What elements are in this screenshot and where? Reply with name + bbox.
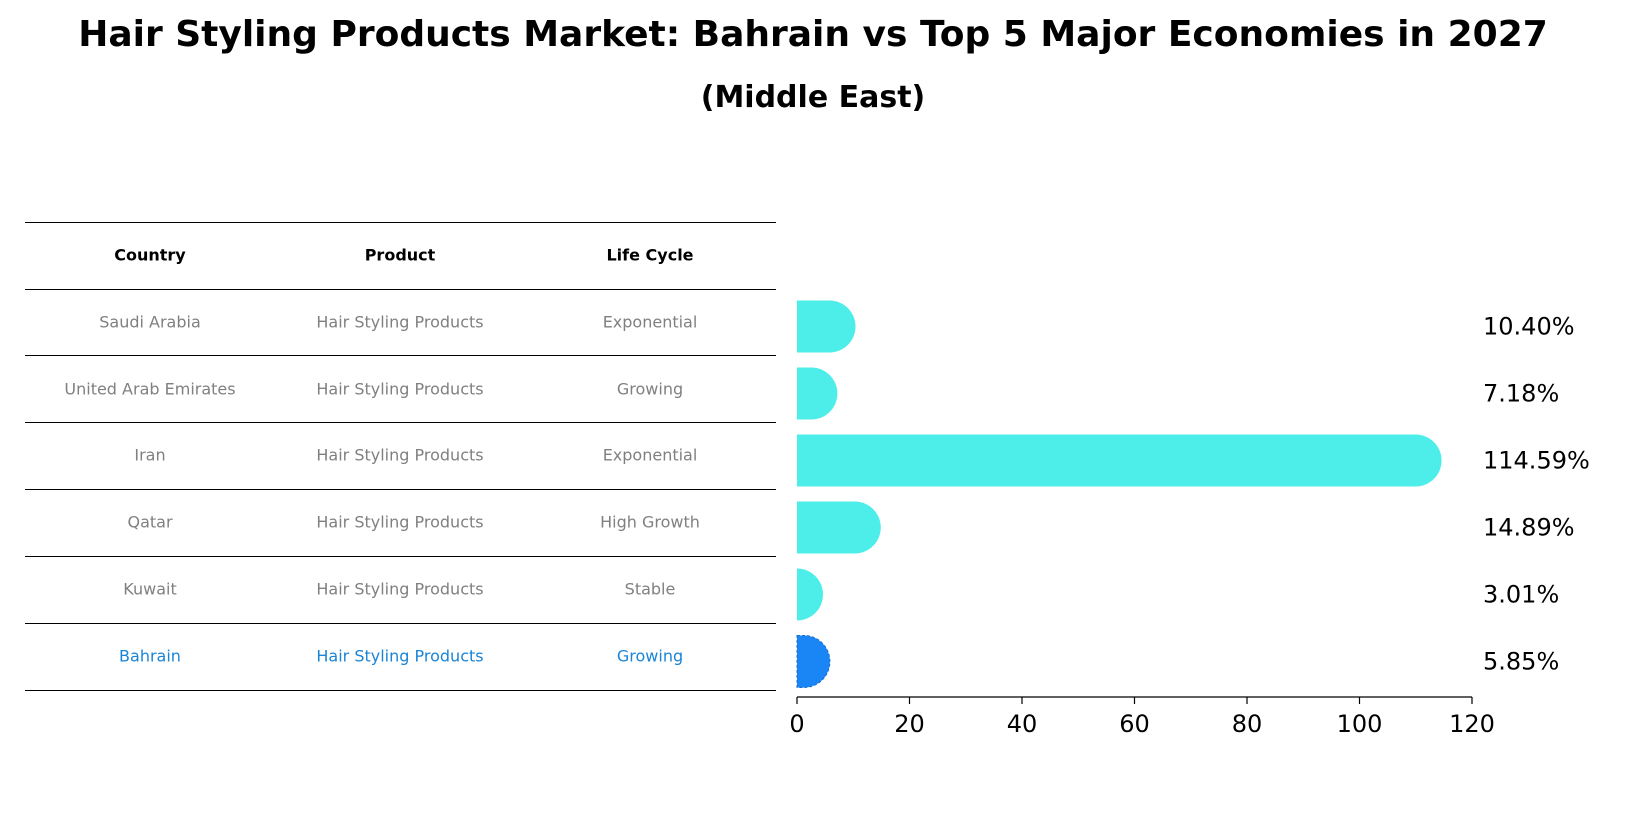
row-life-cycle: Stable bbox=[624, 579, 676, 599]
x-tick-label: 60 bbox=[1119, 710, 1150, 738]
row-life-cycle-highlight: Growing bbox=[616, 646, 684, 666]
x-tick-label: 80 bbox=[1232, 710, 1263, 738]
table-rule bbox=[25, 623, 776, 624]
bar bbox=[797, 300, 856, 353]
header-product: Product bbox=[364, 245, 436, 265]
row-country: Kuwait bbox=[123, 579, 177, 599]
row-country-highlight: Bahrain bbox=[119, 646, 181, 666]
bar-value-label: 3.01% bbox=[1483, 581, 1559, 609]
bar-highlight bbox=[796, 635, 831, 688]
row-country: Saudi Arabia bbox=[99, 312, 201, 332]
x-tick-label: 0 bbox=[789, 710, 804, 738]
row-life-cycle: High Growth bbox=[600, 512, 700, 532]
row-country: Iran bbox=[134, 445, 166, 465]
row-product: Hair Styling Products bbox=[316, 512, 484, 532]
table-rule bbox=[25, 422, 776, 423]
row-product: Hair Styling Products bbox=[316, 445, 484, 465]
table-rule bbox=[25, 222, 776, 223]
bar bbox=[797, 501, 881, 554]
x-tick-label: 100 bbox=[1337, 710, 1383, 738]
x-tick-label: 120 bbox=[1449, 710, 1495, 738]
row-product-highlight: Hair Styling Products bbox=[316, 646, 484, 666]
row-product: Hair Styling Products bbox=[316, 579, 484, 599]
header-life-cycle: Life Cycle bbox=[606, 245, 694, 265]
x-tick-label: 40 bbox=[1007, 710, 1038, 738]
bar bbox=[797, 434, 1442, 487]
row-product: Hair Styling Products bbox=[316, 312, 484, 332]
bar bbox=[797, 568, 823, 621]
row-life-cycle: Exponential bbox=[602, 312, 698, 332]
row-life-cycle: Exponential bbox=[602, 445, 698, 465]
table-rule bbox=[25, 355, 776, 356]
table-rule bbox=[25, 690, 776, 691]
bar-value-label: 10.40% bbox=[1483, 313, 1575, 341]
table-rule bbox=[25, 289, 776, 290]
chart-title: Hair Styling Products Market: Bahrain vs… bbox=[78, 14, 1548, 55]
table-rule bbox=[25, 489, 776, 490]
bar-value-label: 5.85% bbox=[1483, 648, 1559, 676]
row-country: Qatar bbox=[127, 512, 173, 532]
bar-value-label: 114.59% bbox=[1483, 447, 1590, 475]
bar-value-label: 14.89% bbox=[1483, 514, 1575, 542]
chart-subtitle: (Middle East) bbox=[700, 80, 926, 115]
row-life-cycle: Growing bbox=[616, 379, 684, 399]
header-country: Country bbox=[114, 245, 186, 265]
table-rule bbox=[25, 556, 776, 557]
row-country: United Arab Emirates bbox=[64, 379, 236, 399]
bar-value-label: 7.18% bbox=[1483, 380, 1559, 408]
bar bbox=[797, 367, 838, 420]
row-product: Hair Styling Products bbox=[316, 379, 484, 399]
x-tick-label: 20 bbox=[894, 710, 925, 738]
